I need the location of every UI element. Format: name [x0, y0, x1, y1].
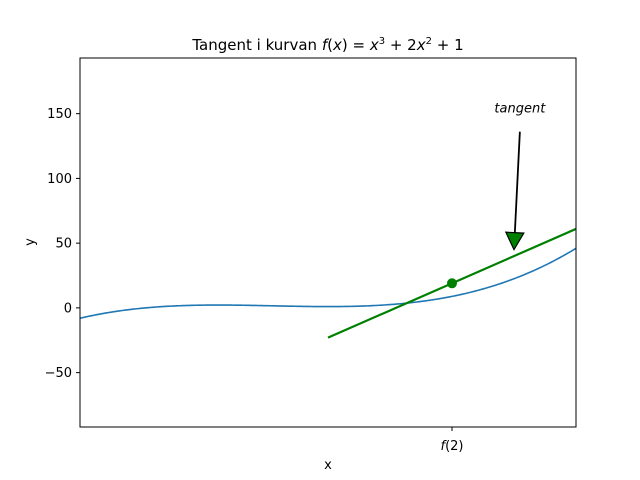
- x-tick-label: f(2): [441, 439, 464, 454]
- y-axis-label: y: [23, 238, 38, 246]
- plot-frame: [79, 57, 577, 428]
- x-axis-label: x: [324, 458, 332, 473]
- annotation-arrow-head: [504, 231, 525, 251]
- annotation-label: tangent: [494, 102, 546, 117]
- annotation-arrow-shaft: [513, 131, 521, 233]
- y-tick-label: 100: [47, 172, 72, 187]
- chart-title: Tangent i kurvan f(x) = x3 + 2x2 + 1: [191, 36, 463, 54]
- y-tick-label: 150: [47, 107, 72, 122]
- y-tick-label: 50: [55, 237, 72, 252]
- tangent-point: [447, 278, 457, 289]
- y-tick-label: −50: [45, 366, 72, 381]
- curve-line: [80, 247, 576, 320]
- y-tick-label: 0: [64, 301, 72, 316]
